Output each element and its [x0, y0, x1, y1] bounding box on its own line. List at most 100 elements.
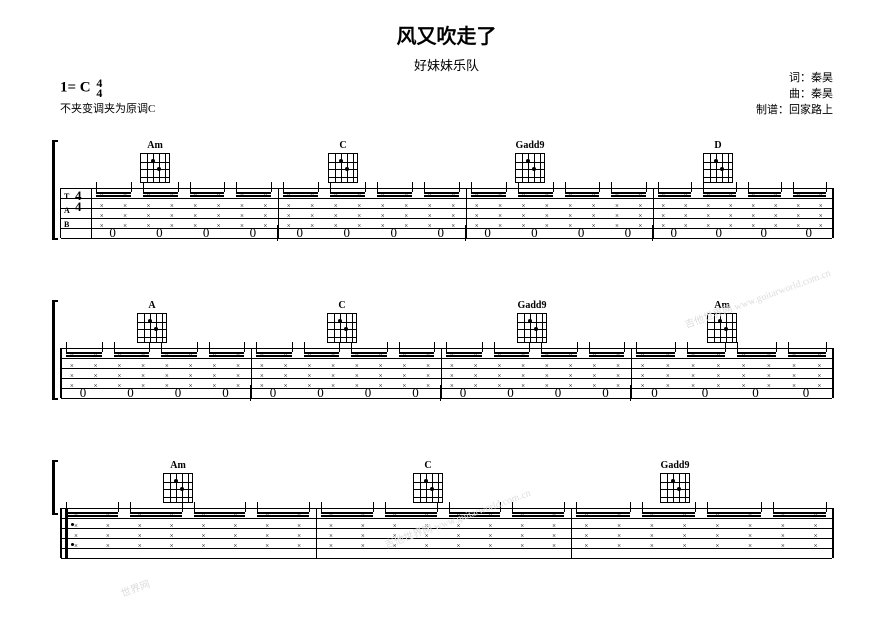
chord-diagram: Gadd9 [512, 300, 552, 343]
tab-x-mark: × [106, 533, 110, 540]
number-note: 0 [761, 225, 768, 241]
tab-x-mark: × [425, 543, 429, 550]
tab-x-mark: × [193, 213, 197, 220]
tab-x-mark: × [123, 213, 127, 220]
number-note: 0 [752, 385, 759, 401]
tab-x-mark: × [545, 373, 549, 380]
tab-x-mark: × [74, 543, 78, 550]
chord-name: C [322, 300, 362, 311]
tab-x-mark: × [106, 543, 110, 550]
barline [833, 188, 834, 238]
tab-x-mark: × [74, 533, 78, 540]
song-title: 风又吹走了 [0, 0, 893, 49]
staff-system-1: AmCGadd9DTAB44××××××××××××××××××××××××××… [60, 140, 833, 238]
tab-x-mark: × [170, 213, 174, 220]
capo-note: 不夹变调夹为原调C [60, 100, 155, 116]
tab-x-mark: × [521, 213, 525, 220]
tab-x-mark: × [402, 373, 406, 380]
tab-x-mark: × [706, 213, 710, 220]
tab-x-mark: × [488, 533, 492, 540]
tab-x-mark: × [212, 373, 216, 380]
tab-x-mark: × [552, 533, 556, 540]
system-bracket [52, 460, 58, 515]
number-note: 0 [555, 385, 562, 401]
tab-x-mark: × [297, 533, 301, 540]
tab-x-mark: × [684, 213, 688, 220]
tab-x-mark: × [393, 543, 397, 550]
tab-x-mark: × [792, 373, 796, 380]
tab-x-mark: × [450, 373, 454, 380]
number-note: 0 [412, 385, 419, 401]
number-note: 0 [625, 225, 632, 241]
chord-row: AmCGadd9 [60, 460, 833, 508]
rhythm-row [60, 512, 833, 532]
tab-x-mark: × [141, 373, 145, 380]
tab-x-mark: × [451, 213, 455, 220]
tab-x-mark: × [329, 533, 333, 540]
tab-x-mark: × [474, 373, 478, 380]
tab-x-mark: × [170, 543, 174, 550]
credits-block: 词：秦昊 曲：秦昊 制谱：回家路上 [756, 70, 833, 118]
tab-x-mark: × [751, 213, 755, 220]
chord-diagram: C [322, 300, 362, 343]
chord-name: Am [135, 140, 175, 151]
tab-x-mark: × [189, 373, 193, 380]
chord-name: Am [702, 300, 742, 311]
number-note: 0 [127, 385, 134, 401]
chord-name: Am [158, 460, 198, 471]
tab-x-mark: × [138, 543, 142, 550]
number-note: 0 [806, 225, 813, 241]
number-note: 0 [250, 225, 257, 241]
number-note: 0 [702, 385, 709, 401]
tab-x-mark: × [616, 373, 620, 380]
number-note: 0 [803, 385, 810, 401]
tab-x-mark: × [170, 533, 174, 540]
tab-x-mark: × [233, 543, 237, 550]
tab-x-mark: × [650, 543, 654, 550]
tab-x-mark: × [617, 533, 621, 540]
number-note: 0 [531, 225, 538, 241]
tab-x-mark: × [781, 533, 785, 540]
number-note: 0 [222, 385, 229, 401]
tab-x-mark: × [146, 213, 150, 220]
chord-diagram: Am [158, 460, 198, 503]
lyricist-row: 词：秦昊 [756, 70, 833, 86]
chord-diagram: C [323, 140, 363, 183]
tab-x-mark: × [715, 543, 719, 550]
tab-x-mark: × [683, 533, 687, 540]
number-note: 0 [317, 385, 324, 401]
chord-row: AmCGadd9D [60, 140, 833, 188]
tab-x-mark: × [767, 373, 771, 380]
tab-x-mark: × [393, 533, 397, 540]
tab-x-mark: × [592, 213, 596, 220]
tab-x-mark: × [584, 533, 588, 540]
tab-x-mark: × [331, 373, 335, 380]
tab-x-mark: × [638, 213, 642, 220]
tab-x-mark: × [357, 213, 361, 220]
tab-x-mark: × [284, 373, 288, 380]
number-note: 0 [80, 385, 87, 401]
tab-x-mark: × [265, 533, 269, 540]
tab-x-mark: × [552, 543, 556, 550]
barline [833, 348, 834, 398]
chord-name: A [132, 300, 172, 311]
tab-x-mark: × [310, 213, 314, 220]
tab-x-mark: × [381, 213, 385, 220]
number-note: 0 [203, 225, 210, 241]
number-note: 0 [156, 225, 163, 241]
number-note: 0 [109, 225, 116, 241]
tab-x-mark: × [497, 373, 501, 380]
tab-x-mark: × [355, 373, 359, 380]
tab-x-mark: × [781, 543, 785, 550]
tab-x-mark: × [138, 533, 142, 540]
tab-x-mark: × [94, 373, 98, 380]
tab-x-mark: × [334, 213, 338, 220]
chord-diagram: A [132, 300, 172, 343]
key-text: 1= C [60, 79, 91, 95]
tab-x-mark: × [287, 213, 291, 220]
chord-name: D [698, 140, 738, 151]
tab-x-mark: × [748, 543, 752, 550]
staff-system-2: ACGadd9Am×××××××××××××××××××××××××××××××… [60, 300, 833, 398]
number-note: 0 [602, 385, 609, 401]
number-note: 0 [297, 225, 304, 241]
